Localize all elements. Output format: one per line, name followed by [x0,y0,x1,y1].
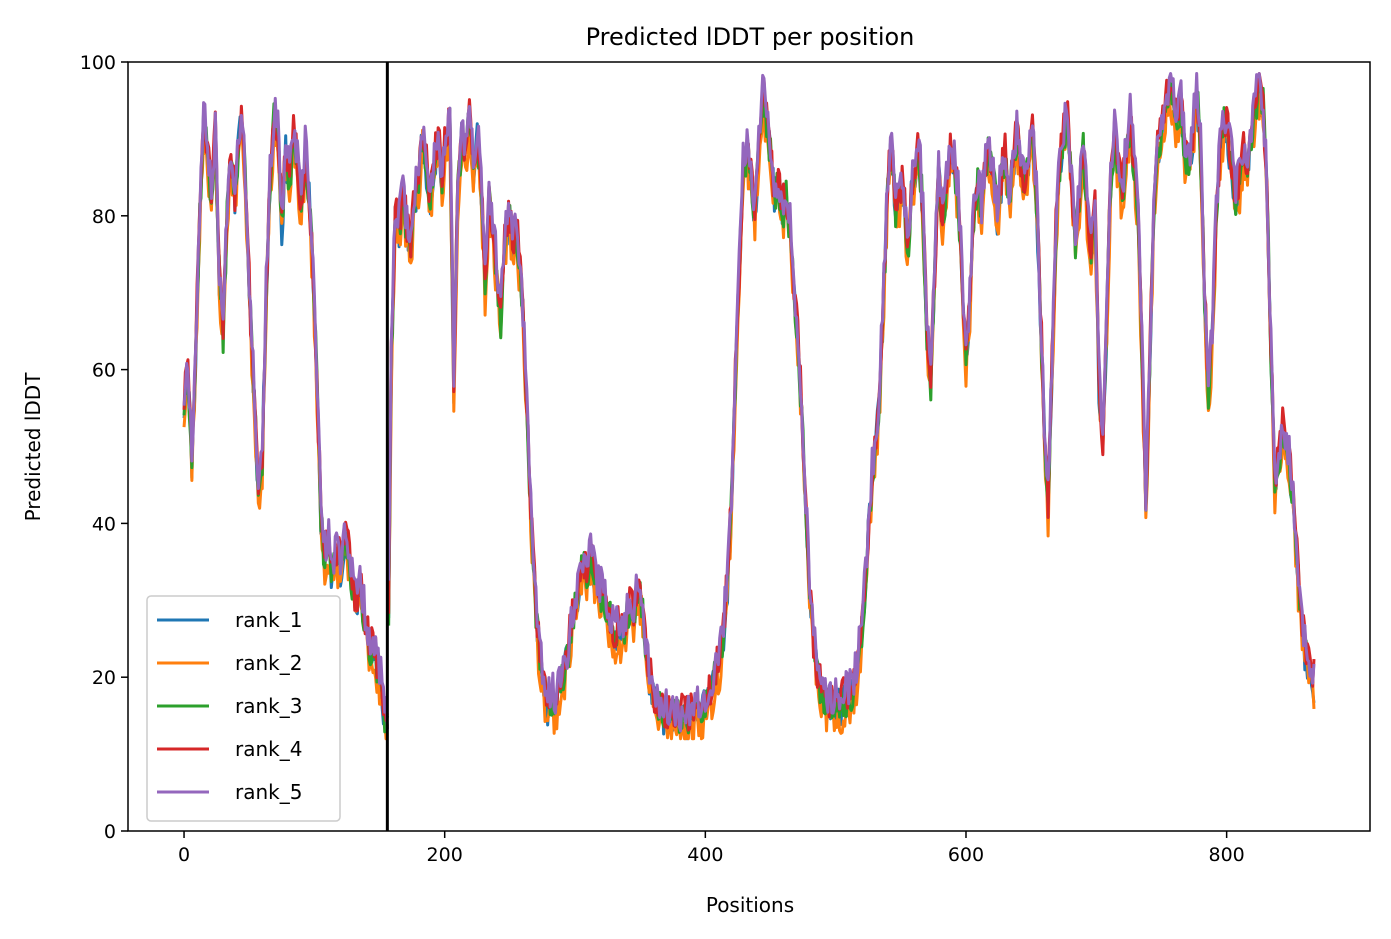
y-axis-title: Predicted lDDT [21,372,45,522]
plot-area [182,62,1316,831]
x-tick-label: 800 [1209,844,1245,866]
y-tick-label: 0 [104,821,116,843]
x-tick-label: 600 [948,844,984,866]
x-tick-label: 0 [178,844,190,866]
y-tick-label: 80 [92,206,116,228]
x-axis-title: Positions [706,893,794,917]
plot-frame [127,61,1371,832]
x-tick-label: 400 [687,844,723,866]
axes: 0 200 400 600 800 0 20 40 60 80 100 [80,52,1371,866]
series-lines [182,72,1316,741]
y-tick-label: 60 [92,360,116,382]
legend-label: rank_1 [235,608,302,632]
series-line-rank-5 [182,72,1316,733]
y-tick-label: 20 [92,667,116,689]
legend-label: rank_5 [235,780,302,804]
legend-label: rank_3 [235,694,302,718]
legend-label: rank_4 [235,737,302,761]
chart-title: Predicted lDDT per position [586,23,915,51]
legend: rank_1 rank_2 rank_3 rank_4 rank_5 [146,595,341,822]
legend-label: rank_2 [235,651,302,675]
y-tick-label: 40 [92,513,116,535]
legend-box [146,595,341,822]
y-tick-label: 100 [80,52,116,74]
x-tick-label: 200 [427,844,463,866]
